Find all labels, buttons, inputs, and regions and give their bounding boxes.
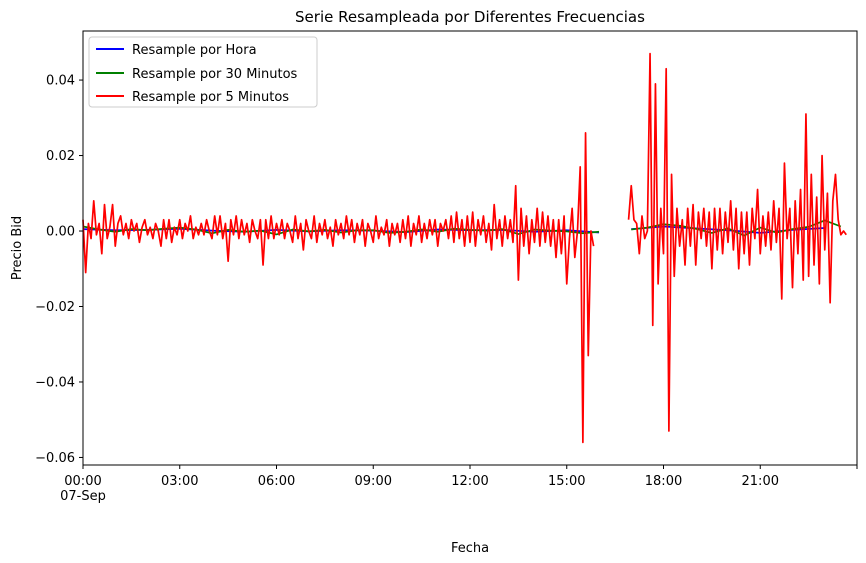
x-tick-label: 00:00 bbox=[64, 474, 101, 489]
legend-label-5min: Resample por 5 Minutos bbox=[132, 90, 289, 105]
series-line-3 bbox=[82, 52, 847, 444]
legend: Resample por Hora Resample por 30 Minuto… bbox=[88, 36, 318, 108]
x-tick-label: 06:00 bbox=[258, 474, 295, 489]
x-tick-label: 03:00 bbox=[161, 474, 198, 489]
series-layer bbox=[82, 52, 847, 444]
chart-title: Serie Resampleada por Diferentes Frecuen… bbox=[295, 8, 645, 26]
legend-box bbox=[88, 36, 318, 108]
x-tick-label: 21:00 bbox=[742, 474, 779, 489]
y-tick-label: −0.02 bbox=[35, 300, 75, 315]
y-tick-label: 0.00 bbox=[46, 225, 75, 240]
x-tick-label: 09:00 bbox=[355, 474, 392, 489]
y-tick-label: 0.02 bbox=[46, 149, 75, 164]
y-axis: −0.06 −0.04 −0.02 0.00 0.02 0.04 bbox=[35, 74, 83, 466]
y-tick-label: 0.04 bbox=[46, 74, 75, 89]
x-tick-label: 18:00 bbox=[645, 474, 682, 489]
x-tick-label: 12:00 bbox=[451, 474, 488, 489]
legend-label-hora: Resample por Hora bbox=[132, 43, 257, 58]
y-tick-label: −0.04 bbox=[35, 375, 75, 390]
y-axis-label: Precio Bid bbox=[10, 216, 25, 280]
legend-label-30min: Resample por 30 Minutos bbox=[132, 67, 298, 82]
x-axis-label: Fecha bbox=[451, 541, 489, 556]
x-tick-label: 15:00 bbox=[548, 474, 585, 489]
y-tick-label: −0.06 bbox=[35, 451, 75, 466]
x-tick-sublabel: 07-Sep bbox=[60, 489, 106, 504]
